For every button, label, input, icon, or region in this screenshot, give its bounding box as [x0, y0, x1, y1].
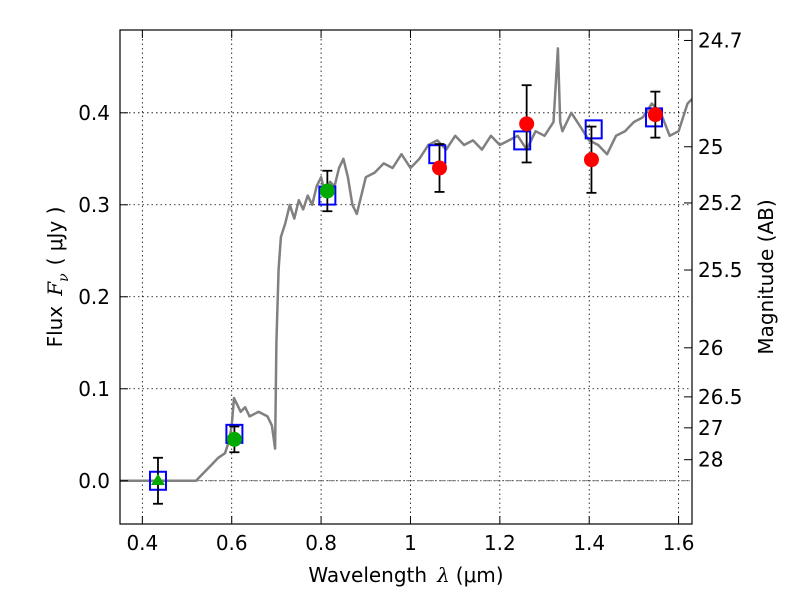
- sed-model-line: [120, 47, 692, 483]
- observed-flux-point: [319, 183, 335, 199]
- plot-area: [120, 47, 692, 505]
- y2-tick-label: 25.2: [698, 191, 743, 215]
- x-tick-label: 1.4: [573, 531, 605, 555]
- y-tick-label: 0.4: [78, 101, 110, 125]
- y-tick-label: 0.3: [78, 193, 110, 217]
- model-photometry-square: [584, 119, 603, 140]
- x-tick-label: 0.6: [216, 531, 248, 555]
- x-tick-label: 1.2: [484, 531, 516, 555]
- x-tick-label: 0.8: [305, 531, 337, 555]
- observed-upper-limit-marker: [150, 473, 165, 485]
- observed-flux-point: [583, 152, 599, 168]
- model-photometry-square: [513, 130, 532, 151]
- observed-flux-point: [226, 431, 242, 447]
- x-axis-label: Wavelength λ (μm): [308, 563, 503, 587]
- y2-axis-label: Magnitude (AB): [754, 199, 778, 354]
- axes-frame: [119, 29, 693, 525]
- y2-tick-label: 26: [698, 336, 723, 360]
- y2-tick-label: 26.5: [698, 385, 743, 409]
- x-tick-label: 0.4: [126, 531, 158, 555]
- observed-flux-point: [519, 116, 535, 132]
- observed-flux-point: [647, 107, 663, 123]
- y2-tick-label: 25: [698, 135, 723, 159]
- ticks: 0.4 0.6 0.8 1 1.2 1.4 1.6 0.0 0.1 0.2 0.3 0.4 24.7 25…: [78, 28, 742, 555]
- x-tick-label: 1.6: [663, 531, 695, 555]
- observed-flux-point: [432, 160, 448, 176]
- y-tick-label: 0.2: [78, 285, 110, 309]
- y-axis-label: FluxFν( μJy ): [43, 207, 72, 348]
- y2-tick-label: 25.5: [698, 258, 743, 282]
- y-tick-label: 0.0: [78, 469, 110, 493]
- y2-tick-label: 24.7: [698, 28, 743, 52]
- grid: [120, 30, 692, 524]
- y2-tick-label: 28: [698, 448, 723, 472]
- y-tick-label: 0.1: [78, 377, 110, 401]
- y2-tick-label: 27: [698, 416, 723, 440]
- x-tick-label: 1: [404, 531, 417, 555]
